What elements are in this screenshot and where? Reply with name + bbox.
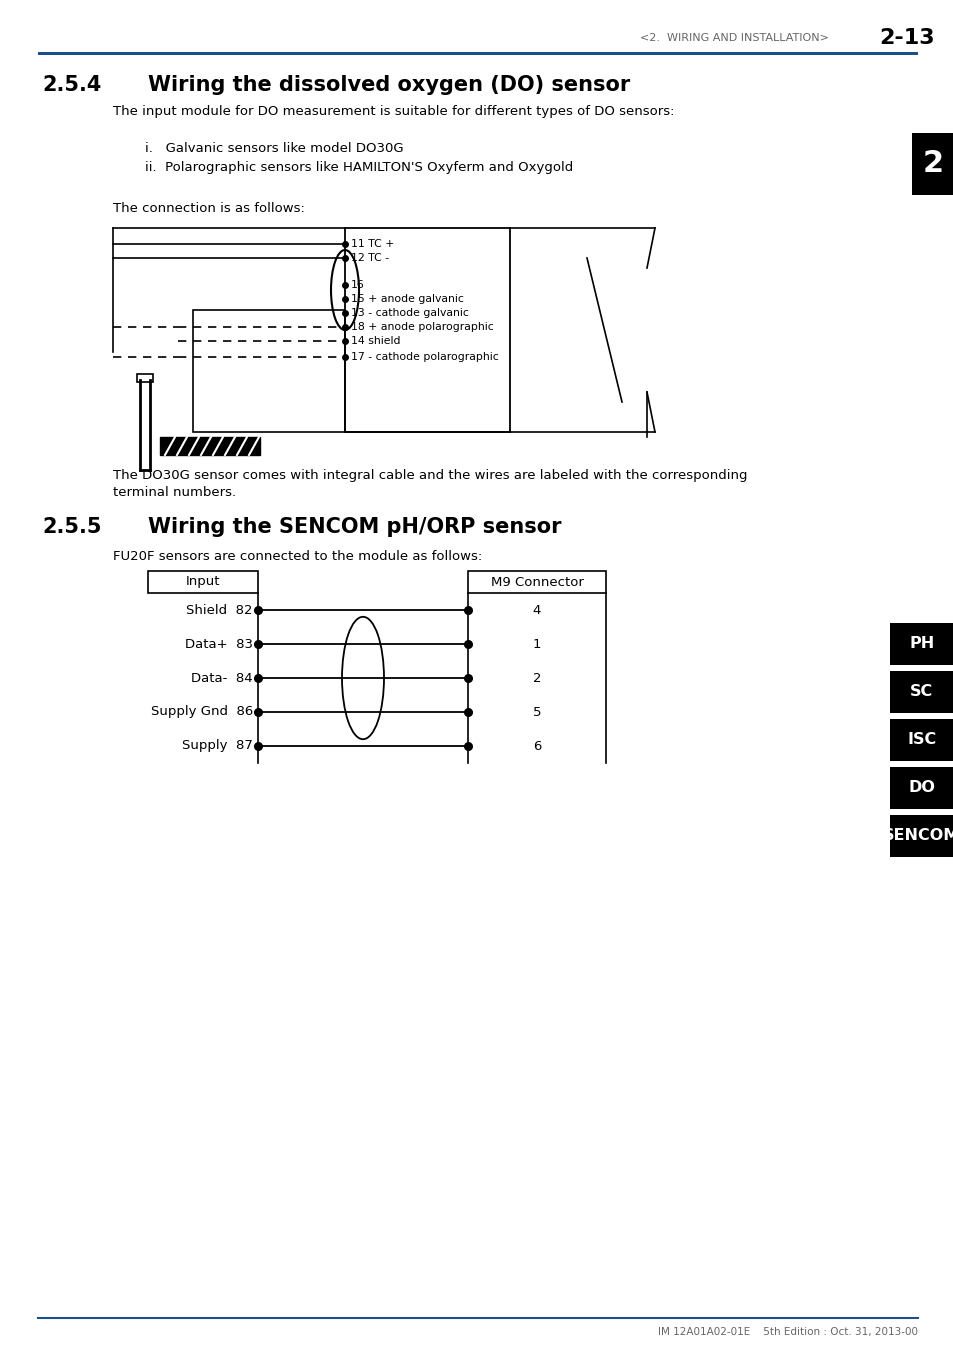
Text: i.   Galvanic sensors like model DO30G: i. Galvanic sensors like model DO30G [145,142,403,154]
Text: 11 TC +: 11 TC + [351,239,394,248]
Text: 2: 2 [922,150,943,178]
Text: 1: 1 [532,637,540,651]
Text: IM 12A01A02-01E    5th Edition : Oct. 31, 2013-00: IM 12A01A02-01E 5th Edition : Oct. 31, 2… [658,1327,917,1336]
Text: 18 + anode polarographic: 18 + anode polarographic [351,323,494,332]
Text: Input: Input [186,575,220,589]
Text: Data-  84: Data- 84 [192,671,253,684]
Bar [889,622,953,666]
Text: Wiring the SENCOM pH/ORP sensor: Wiring the SENCOM pH/ORP sensor [148,517,561,537]
Bar [889,671,953,713]
Text: Supply  87: Supply 87 [182,740,253,752]
Bar [38,51,917,55]
Text: 17 - cathode polarographic: 17 - cathode polarographic [351,352,498,362]
Text: 2.5.4: 2.5.4 [42,76,101,95]
Text: 6: 6 [533,740,540,752]
Text: 2-13: 2-13 [879,28,934,49]
Bar [193,310,345,432]
Bar [468,571,605,593]
Text: SENCOM: SENCOM [882,829,953,844]
Text: <2.  WIRING AND INSTALLATION>: <2. WIRING AND INSTALLATION> [639,32,828,43]
Text: 2.5.5: 2.5.5 [42,517,101,537]
Text: SC: SC [909,684,933,699]
Text: The DO30G sensor comes with integral cable and the wires are labeled with the co: The DO30G sensor comes with integral cab… [112,468,747,482]
Text: 4: 4 [533,603,540,617]
Bar [911,134,953,194]
Bar [137,374,152,382]
Text: 12 TC -: 12 TC - [351,252,389,263]
Text: Supply Gnd  86: Supply Gnd 86 [151,706,253,718]
Text: Shield  82: Shield 82 [186,603,253,617]
Text: 14 shield: 14 shield [351,336,400,346]
Text: PH: PH [908,636,934,652]
Bar [148,571,257,593]
Text: M9 Connector: M9 Connector [490,575,583,589]
Text: terminal numbers.: terminal numbers. [112,486,236,500]
Text: DO: DO [907,780,935,795]
Bar [889,720,953,761]
Text: 16: 16 [351,279,364,290]
Text: 5: 5 [532,706,540,718]
Text: FU20F sensors are connected to the module as follows:: FU20F sensors are connected to the modul… [112,551,482,563]
Text: ISC: ISC [906,733,936,748]
Bar [889,767,953,809]
Text: ii.  Polarographic sensors like HAMILTON'S Oxyferm and Oxygold: ii. Polarographic sensors like HAMILTON'… [145,162,573,174]
Text: Wiring the dissolved oxygen (DO) sensor: Wiring the dissolved oxygen (DO) sensor [148,76,630,95]
Text: 15 + anode galvanic: 15 + anode galvanic [351,294,463,304]
Bar [889,815,953,857]
Text: The connection is as follows:: The connection is as follows: [112,201,305,215]
Text: 2: 2 [532,671,540,684]
Text: Data+  83: Data+ 83 [185,637,253,651]
Bar [345,228,510,432]
Bar [160,437,260,455]
Text: 13 - cathode galvanic: 13 - cathode galvanic [351,308,468,319]
Text: The input module for DO measurement is suitable for different types of DO sensor: The input module for DO measurement is s… [112,105,674,119]
